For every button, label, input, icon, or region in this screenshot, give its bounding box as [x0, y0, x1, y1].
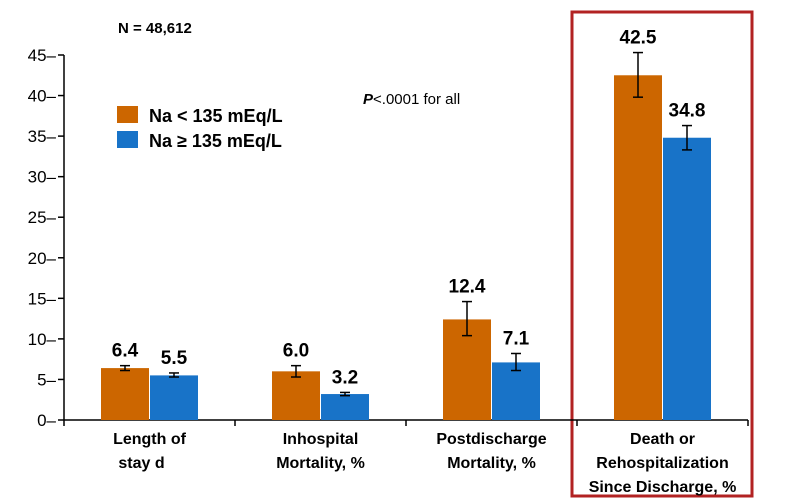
category-label-line: Rehospitalization	[596, 455, 728, 472]
legend: Na < 135 mEq/L Na ≥ 135 mEq/L	[117, 106, 283, 151]
category-label-line: stay d	[118, 455, 164, 472]
highlight-box	[570, 10, 754, 498]
category-label: Inhospital Mortality, %	[276, 431, 365, 472]
category-label-line: Mortality, %	[447, 455, 536, 472]
y-tick-label: 10–	[28, 330, 57, 349]
data-label: 34.8	[669, 101, 706, 122]
category-label-line: Postdischarge	[436, 431, 546, 448]
data-label: 6.4	[112, 341, 139, 362]
category-label: Postdischarge Mortality, %	[436, 431, 546, 472]
y-tick-label: 0–	[37, 411, 56, 430]
category-label: Length of stay d	[113, 431, 187, 472]
category-label-line: Death or	[630, 431, 695, 448]
y-tick-label: 15–	[28, 289, 57, 308]
bar-series0-cat3	[614, 75, 662, 421]
y-tick-label: 25–	[28, 208, 57, 227]
category-label-line: Mortality, %	[276, 455, 365, 472]
n-label: N = 48,612	[118, 20, 192, 37]
data-label: 7.1	[503, 328, 530, 349]
bar-series1-cat2	[492, 362, 540, 420]
y-tick-label: 45–	[28, 46, 57, 65]
data-label: 6.0	[283, 341, 309, 362]
p-annotation: P<.0001 for all	[363, 91, 460, 108]
category-label-line: Since Discharge, %	[589, 479, 737, 496]
bar-series0-cat1	[272, 371, 320, 420]
bar-series0-cat0	[101, 368, 149, 420]
y-tick-label: 5–	[37, 370, 56, 389]
data-label: 3.2	[332, 367, 358, 388]
p-annotation-p: P	[363, 91, 374, 108]
legend-swatch-na-low	[117, 106, 138, 123]
y-tick-label: 20–	[28, 249, 57, 268]
legend-label-na-low: Na < 135 mEq/L	[149, 106, 283, 126]
p-annotation-rest: <.0001 for all	[373, 91, 460, 108]
category-label: Death or Rehospitalization Since Discharge…	[589, 431, 737, 496]
data-label: 42.5	[620, 28, 657, 49]
y-tick-label: 40–	[28, 87, 57, 106]
bar-series1-cat3	[663, 137, 711, 420]
category-label-line: Inhospital	[283, 431, 359, 448]
data-label: 5.5	[161, 348, 188, 369]
y-tick-label: 35–	[28, 127, 57, 146]
bar-series1-cat0	[150, 375, 198, 420]
legend-swatch-na-normal	[117, 131, 138, 148]
bar-series1-cat1	[321, 394, 369, 420]
legend-label-na-normal: Na ≥ 135 mEq/L	[149, 131, 282, 151]
data-label: 12.4	[449, 277, 486, 298]
category-label-line: Length of	[113, 431, 187, 448]
y-tick-label: 30–	[28, 168, 57, 187]
